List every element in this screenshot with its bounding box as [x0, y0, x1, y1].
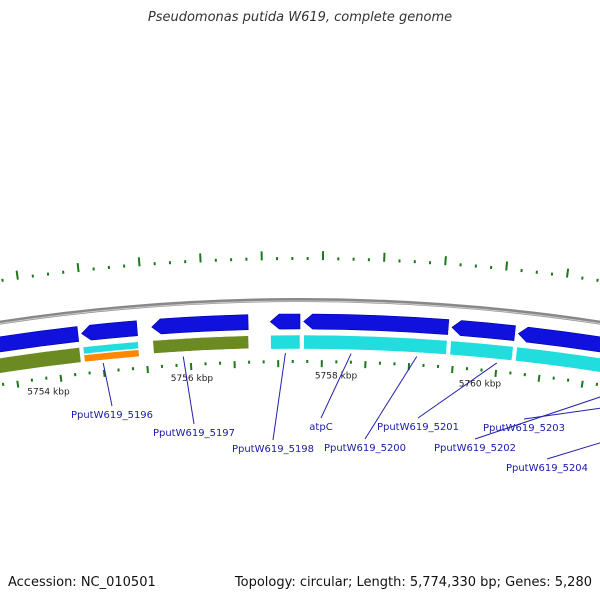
gene-arrow [451, 320, 516, 341]
scale-label: 5760 kbp [459, 379, 502, 389]
label-leader-line [474, 396, 600, 440]
gc-tick [59, 374, 63, 382]
gc-tick [580, 380, 584, 388]
cog-band [515, 346, 600, 373]
gc-tick [444, 256, 447, 266]
gene-track [0, 313, 600, 353]
gene-label: PputW619_5198 [232, 444, 314, 455]
gene-arrow [151, 314, 249, 335]
gene-label: PputW619_5201 [377, 422, 459, 433]
gene-arrow [303, 313, 450, 335]
label-leader-line [320, 353, 352, 419]
gene-label: PputW619_5200 [324, 443, 406, 454]
label-leader-line [102, 362, 113, 407]
gene-arrow [0, 326, 80, 353]
cog-track [0, 334, 600, 374]
gc-tick [146, 365, 149, 374]
gene-arrow [269, 313, 301, 330]
gc-tick [137, 257, 141, 267]
accession-text: Accession: NC_010501 [8, 575, 156, 590]
gc-tick [16, 380, 20, 388]
label-leader-line [182, 356, 195, 425]
label-leader-line [523, 407, 600, 420]
gene-label: PputW619_5203 [483, 423, 565, 434]
gene-arrow [517, 326, 600, 353]
gene-label: PputW619_5196 [71, 410, 153, 421]
label-leader-line [364, 356, 418, 440]
cog-band [83, 349, 140, 363]
gc-content-bottom-ticks [1, 360, 599, 388]
gc-tick [102, 369, 106, 378]
gene-label: atpC [309, 422, 332, 433]
gc-tick [494, 369, 498, 378]
gene-arrow [81, 320, 138, 341]
gc-tick [565, 268, 570, 278]
cog-band [449, 340, 514, 361]
scale-label: 5756 kbp [171, 374, 214, 384]
label-leader-line [272, 352, 286, 441]
cog-band [0, 347, 82, 374]
scale-label: 5754 kbp [27, 388, 70, 398]
cog-band [303, 334, 448, 355]
gene-label: PputW619_5197 [153, 428, 235, 439]
gc-tick [451, 365, 454, 374]
map-title: Pseudomonas putida W619, complete genome [147, 10, 453, 25]
gene-label: PputW619_5204 [506, 463, 588, 474]
gc-tick [537, 374, 541, 382]
gene-label: PputW619_5202 [434, 443, 516, 454]
scale-label: 5758 kbp [315, 371, 358, 381]
cog-band [270, 334, 301, 350]
genome-summary-text: Topology: circular; Length: 5,774,330 bp… [234, 575, 592, 590]
cog-band [152, 335, 250, 354]
backbone-arc-highlight [0, 300, 600, 325]
label-leader-line [417, 362, 498, 419]
backbone-arc [0, 298, 600, 325]
label-leader-line [546, 442, 600, 460]
gc-tick [76, 262, 80, 273]
gc-skew-top-ticks [1, 251, 599, 282]
gc-tick [15, 270, 19, 280]
gc-tick [505, 261, 509, 271]
cog-band [82, 341, 139, 355]
